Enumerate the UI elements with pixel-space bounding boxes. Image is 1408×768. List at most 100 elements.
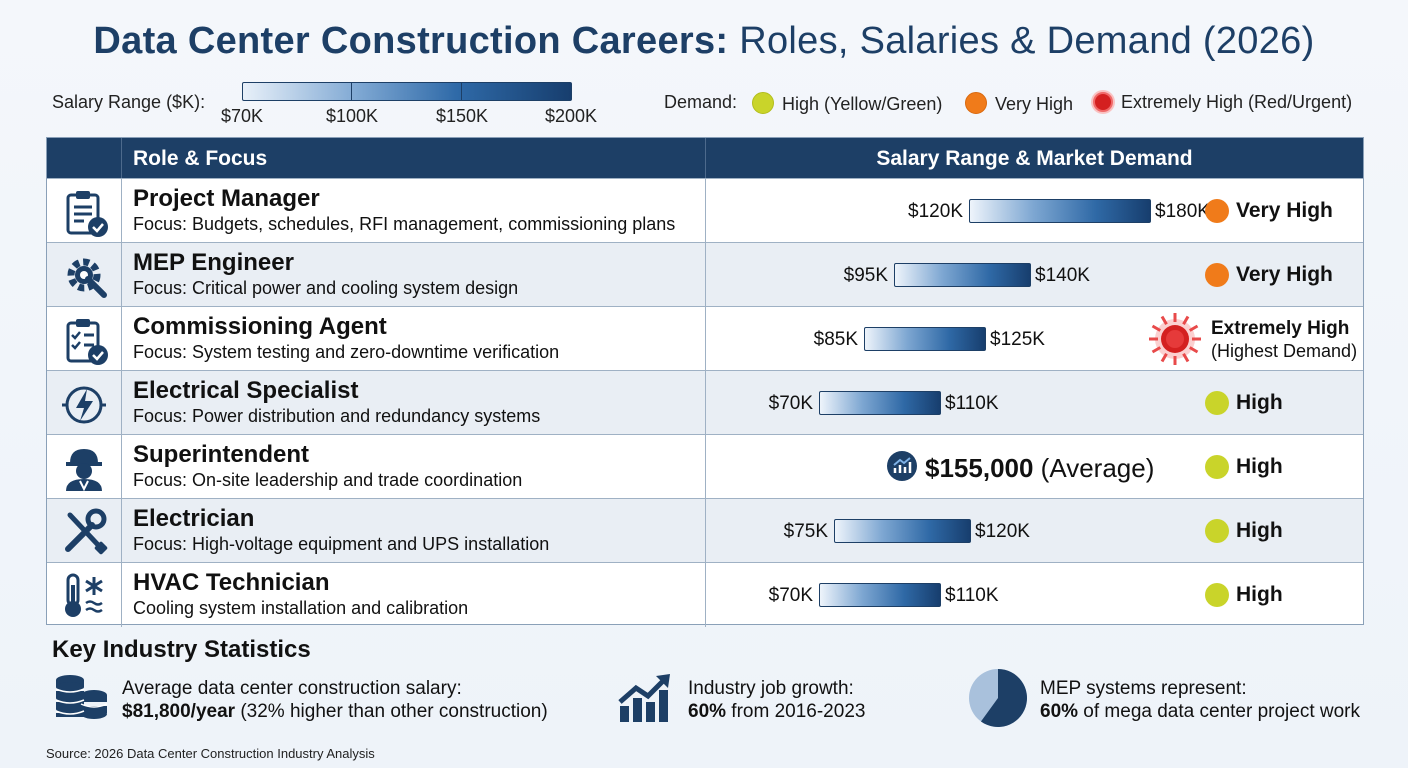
coin-stack-icon xyxy=(55,675,108,719)
table-row: Commissioning Agent Focus: System testing… xyxy=(47,306,1363,371)
yellow-dot-icon xyxy=(752,92,774,114)
lightning-icon xyxy=(62,386,106,424)
role-icon-cell xyxy=(47,307,122,371)
worker-helmet-icon xyxy=(66,449,102,492)
stat-line1: Industry job growth: xyxy=(688,678,854,699)
salary-tick-label: $200K xyxy=(544,106,598,126)
orange-dot-icon xyxy=(1205,199,1229,223)
red-burst-icon xyxy=(1149,313,1201,365)
role-focus: Focus: On-site leadership and trade coor… xyxy=(133,470,523,490)
checklist-icon xyxy=(66,319,108,365)
yellow-dot-icon xyxy=(1205,583,1229,607)
table-row: MEP Engineer Focus: Critical power and co… xyxy=(47,242,1363,307)
title-bold: Data Center Construction Careers: xyxy=(93,20,729,62)
salary-range-bar xyxy=(864,327,986,351)
salary-range-bar xyxy=(969,199,1151,223)
title-rest: Roles, Salaries & Demand (2026) xyxy=(728,20,1315,62)
demand-legend-label: Demand: xyxy=(664,92,738,112)
role-icon-cell xyxy=(47,243,122,307)
yellow-dot-icon xyxy=(1205,391,1229,415)
salary-min-label: $95K xyxy=(843,265,888,286)
role-title: Superintendent xyxy=(133,441,310,468)
salary-min-label: $70K xyxy=(768,585,813,606)
role-title: MEP Engineer xyxy=(133,249,294,276)
demand-sublabel: (Highest Demand) xyxy=(1211,341,1358,361)
orange-dot-icon xyxy=(1205,263,1229,287)
role-title: Commissioning Agent xyxy=(133,313,387,340)
clipboard-check-icon xyxy=(66,191,108,237)
table-row: HVAC Technician Cooling system installati… xyxy=(47,562,1363,627)
gear-wrench-icon xyxy=(67,258,107,298)
salary-min-label: $70K xyxy=(768,393,813,414)
stat-line2: 60% of mega data center project work xyxy=(1040,701,1361,722)
role-icon-cell xyxy=(47,179,122,243)
table-row: Electrical Specialist Focus: Power distri… xyxy=(47,370,1363,435)
stat-line2: $81,800/year (32% higher than other cons… xyxy=(122,701,548,722)
role-focus: Focus: Critical power and cooling system… xyxy=(133,278,519,298)
role-icon-cell xyxy=(47,435,122,499)
salary-max-label: $110K xyxy=(945,585,999,606)
average-salary: $155,000 (Average) xyxy=(887,451,1154,484)
pie-slice-mep xyxy=(980,669,1027,727)
salary-max-label: $120K xyxy=(975,521,1030,542)
role-icon-cell xyxy=(47,371,122,435)
table-row: Project Manager Focus: Budgets, schedules… xyxy=(47,178,1363,243)
yellow-dot-icon xyxy=(1205,519,1229,543)
role-title: HVAC Technician xyxy=(133,569,330,596)
demand-label: High xyxy=(1236,391,1283,414)
demand-legend-very-high: Very High xyxy=(965,92,1073,115)
salary-max-label: $110K xyxy=(945,393,999,414)
salary-tick-label: $100K xyxy=(325,106,379,126)
role-icon-cell xyxy=(47,563,122,627)
role-title: Project Manager xyxy=(133,185,320,212)
salary-range-bar xyxy=(819,583,941,607)
demand-legend-high: High (Yellow/Green) xyxy=(752,92,942,115)
orange-dot-icon xyxy=(965,92,987,114)
demand-label: Very High xyxy=(1236,263,1333,286)
roles-table: Role & Focus Salary Range & Market Deman… xyxy=(46,137,1364,627)
demand-legend-extremely-high: Extremely High (Red/Urgent) xyxy=(1093,92,1352,113)
salary-tick-label: $70K xyxy=(220,106,264,126)
role-focus: Focus: Budgets, schedules, RFI managemen… xyxy=(133,214,676,234)
salary-tick-label: $150K xyxy=(435,106,489,126)
table-header: Role & Focus Salary Range & Market Deman… xyxy=(47,138,1363,178)
stats-title: Key Industry Statistics xyxy=(52,636,311,663)
role-focus: Focus: High-voltage equipment and UPS in… xyxy=(133,534,550,554)
demand-label: Very High xyxy=(1236,199,1333,222)
yellow-dot-icon xyxy=(1205,455,1229,479)
stat-line1: Average data center construction salary: xyxy=(122,678,462,699)
salary-legend-label: Salary Range ($K): xyxy=(52,92,206,112)
salary-min-label: $120K xyxy=(908,201,963,222)
salary-min-label: $85K xyxy=(813,329,858,350)
salary-max-label: $180K xyxy=(1155,201,1210,222)
header-salary-demand: Salary Range & Market Demand xyxy=(876,147,1193,170)
header-role-focus: Role & Focus xyxy=(133,147,268,170)
red-burst-icon xyxy=(1093,92,1113,112)
salary-max-label: $125K xyxy=(990,329,1045,350)
salary-max-label: $140K xyxy=(1035,265,1090,286)
wrench-screwdriver-icon xyxy=(65,508,108,555)
salary-range-bar xyxy=(894,263,1031,287)
salary-range-bar xyxy=(834,519,971,543)
salary-gradient-bar xyxy=(242,82,572,101)
role-focus: Focus: System testing and zero-downtime … xyxy=(133,342,560,362)
demand-label: Extremely High xyxy=(1211,318,1350,339)
stat-line1: MEP systems represent: xyxy=(1040,678,1247,699)
role-focus: Focus: Power distribution and redundancy… xyxy=(133,406,541,426)
salary-tick-mark xyxy=(351,83,352,100)
salary-range-bar xyxy=(819,391,941,415)
role-title: Electrician xyxy=(133,505,255,532)
thermometer-snowflake-icon xyxy=(65,573,103,617)
demand-label: High xyxy=(1236,455,1283,478)
demand-label: High xyxy=(1236,519,1283,542)
stat-line2: 60% from 2016-2023 xyxy=(688,701,866,722)
role-title: Electrical Specialist xyxy=(133,377,359,404)
growth-chart-icon xyxy=(618,674,670,722)
table-row: Electrician Focus: High-voltage equipment… xyxy=(47,498,1363,563)
role-focus: Cooling system installation and calibrat… xyxy=(133,598,469,618)
pie-chart-icon xyxy=(969,669,1027,727)
salary-min-label: $75K xyxy=(783,521,828,542)
table-row: Superintendent Focus: On-site leadership … xyxy=(47,434,1363,499)
trend-badge-icon xyxy=(887,451,917,481)
legend-row: Salary Range ($K): $70K $100K $150K $200… xyxy=(0,82,1408,128)
